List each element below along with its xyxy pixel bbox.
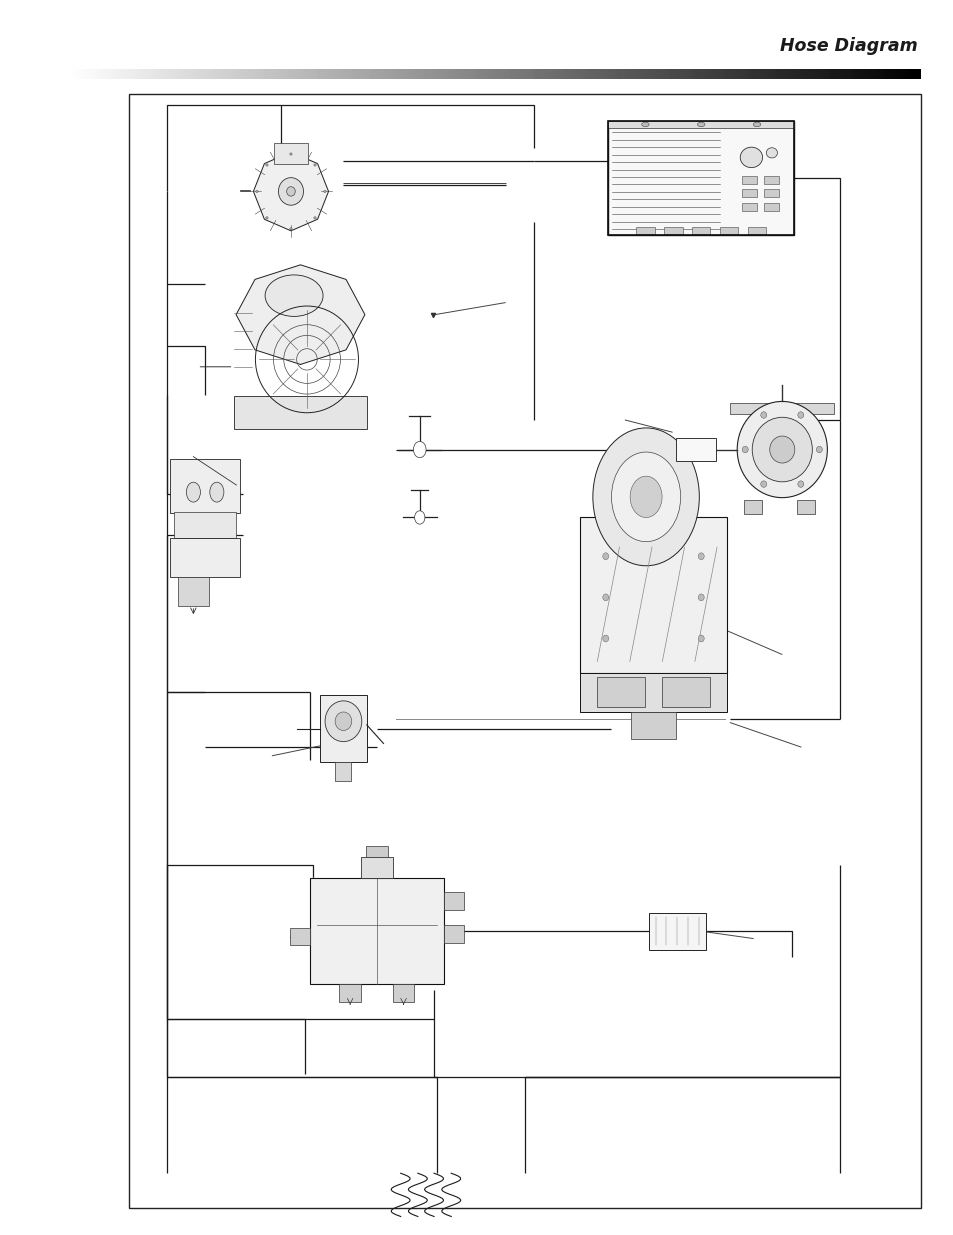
Ellipse shape [592,429,699,566]
Bar [607,121,793,235]
Bar [173,513,236,537]
Ellipse shape [698,635,703,642]
Bar [274,143,308,164]
Ellipse shape [314,216,315,219]
Bar [170,537,240,578]
Ellipse shape [413,441,426,458]
Ellipse shape [266,216,268,219]
Ellipse shape [210,482,224,503]
Bar [741,175,757,184]
Bar [607,121,793,128]
Bar [129,94,920,1208]
Ellipse shape [186,482,200,503]
Ellipse shape [797,411,803,419]
Ellipse shape [255,190,258,193]
Bar [607,121,793,235]
Ellipse shape [602,594,608,600]
Bar [741,203,757,211]
Bar [393,984,414,1002]
Ellipse shape [698,594,703,600]
Ellipse shape [741,446,747,453]
Bar [741,189,757,198]
Bar [636,227,654,233]
Bar [743,500,761,514]
Ellipse shape [641,122,648,127]
Bar [233,396,367,429]
Ellipse shape [751,417,811,482]
Ellipse shape [760,411,766,419]
Bar [290,927,310,945]
Ellipse shape [325,701,361,741]
Bar [763,203,779,211]
Bar [676,438,716,461]
Ellipse shape [335,711,352,731]
Ellipse shape [737,401,826,498]
Ellipse shape [314,164,315,167]
Ellipse shape [611,452,680,542]
Bar [747,227,765,233]
Ellipse shape [290,227,292,230]
Bar [648,913,705,950]
Bar [443,925,463,944]
Bar [797,500,815,514]
Ellipse shape [415,511,424,524]
Polygon shape [253,152,328,231]
Bar [691,227,710,233]
Bar [360,857,393,878]
Bar [578,673,726,711]
Bar [443,893,463,910]
Ellipse shape [286,186,295,196]
Bar [719,227,738,233]
Ellipse shape [797,480,803,488]
Ellipse shape [698,553,703,559]
Ellipse shape [765,148,777,158]
Ellipse shape [265,275,323,316]
Bar [170,459,240,514]
Ellipse shape [266,164,268,167]
Ellipse shape [753,122,760,127]
Bar [763,175,779,184]
Bar [177,578,209,606]
Ellipse shape [290,153,292,156]
Ellipse shape [760,480,766,488]
Bar [661,677,709,706]
Bar [663,227,681,233]
Ellipse shape [816,446,821,453]
Bar [335,762,351,781]
Bar [597,677,644,706]
Ellipse shape [769,436,794,463]
Bar [631,711,675,739]
Bar [339,984,360,1002]
Ellipse shape [697,122,704,127]
Polygon shape [236,264,364,364]
Ellipse shape [278,178,303,205]
Bar [578,517,726,673]
Ellipse shape [602,553,608,559]
Ellipse shape [602,635,608,642]
Bar [310,878,443,984]
Ellipse shape [630,477,661,517]
Ellipse shape [323,190,326,193]
Bar [763,189,779,198]
Ellipse shape [740,147,761,168]
Text: Hose Diagram: Hose Diagram [780,37,917,56]
Bar [729,403,834,415]
Bar [319,695,366,762]
Bar [366,846,387,857]
